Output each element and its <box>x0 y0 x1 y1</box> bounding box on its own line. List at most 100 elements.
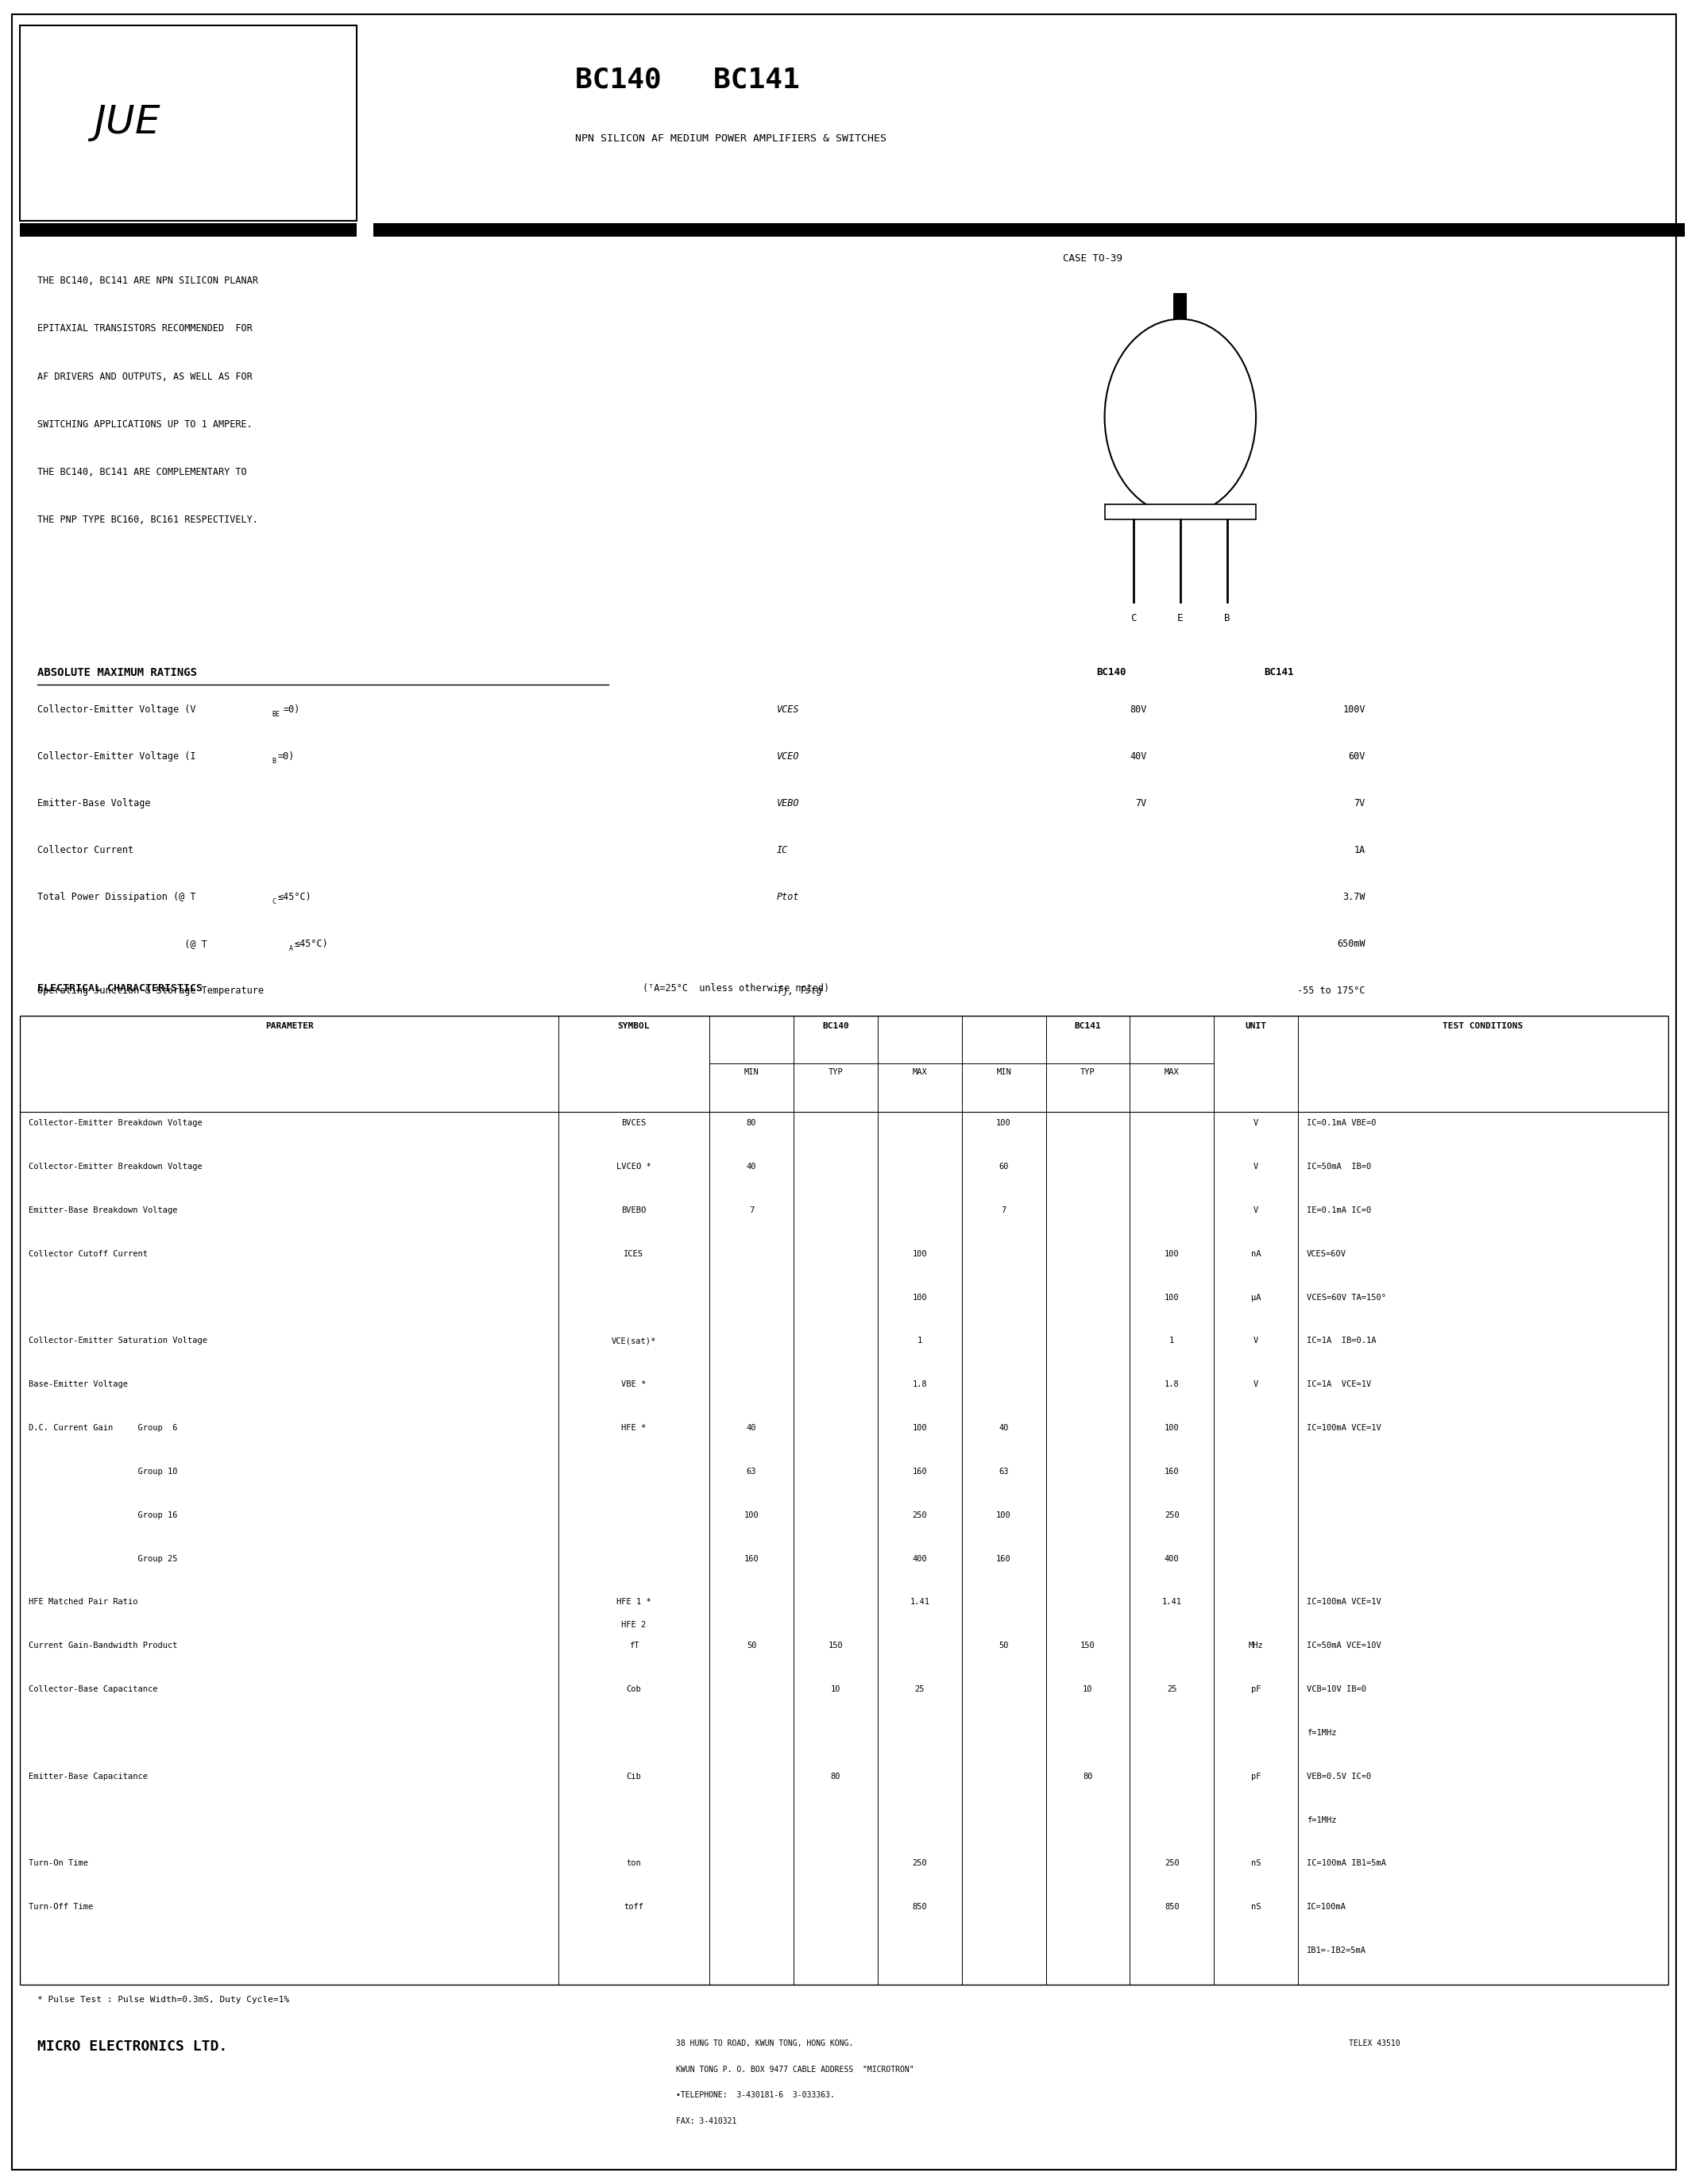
Text: IC: IC <box>776 845 788 856</box>
Text: ABSOLUTE MAXIMUM RATINGS: ABSOLUTE MAXIMUM RATINGS <box>37 668 196 679</box>
Text: 850: 850 <box>1165 1902 1180 1911</box>
Bar <box>1104 505 1256 520</box>
Text: VEB=0.5V IC=0: VEB=0.5V IC=0 <box>1307 1773 1371 1780</box>
Text: Base-Emitter Voltage: Base-Emitter Voltage <box>29 1380 128 1389</box>
Text: BC141: BC141 <box>1264 668 1295 677</box>
Text: nA: nA <box>1251 1249 1261 1258</box>
Text: IE=0.1mA IC=0: IE=0.1mA IC=0 <box>1307 1206 1371 1214</box>
Text: MAX: MAX <box>1165 1068 1180 1077</box>
Text: (@ T: (@ T <box>37 939 206 948</box>
Text: Cib: Cib <box>626 1773 641 1780</box>
Text: C: C <box>1131 614 1136 622</box>
Text: Tj, Tstg: Tj, Tstg <box>776 985 822 996</box>
Text: A: A <box>289 946 294 952</box>
Text: =0): =0) <box>279 751 295 762</box>
Text: 1A: 1A <box>1354 845 1366 856</box>
Bar <box>1173 293 1187 319</box>
Text: pF: pF <box>1251 1686 1261 1693</box>
Text: IC=0.1mA VBE=0: IC=0.1mA VBE=0 <box>1307 1118 1376 1127</box>
Text: VCB=10V IB=0: VCB=10V IB=0 <box>1307 1686 1366 1693</box>
Text: Collector-Emitter Voltage (V: Collector-Emitter Voltage (V <box>37 705 196 714</box>
Text: VEBO: VEBO <box>776 797 800 808</box>
Text: 10: 10 <box>1082 1686 1092 1693</box>
Text: V: V <box>1254 1380 1259 1389</box>
Text: Collector-Emitter Breakdown Voltage: Collector-Emitter Breakdown Voltage <box>29 1162 203 1171</box>
Text: EPITAXIAL TRANSISTORS RECOMMENDED  FOR: EPITAXIAL TRANSISTORS RECOMMENDED FOR <box>37 323 252 334</box>
Text: 60: 60 <box>999 1162 1009 1171</box>
Text: HFE 2: HFE 2 <box>621 1621 647 1629</box>
Text: KWUN TONG P. O. BOX 9477 CABLE ADDRESS  "MICROTRON": KWUN TONG P. O. BOX 9477 CABLE ADDRESS "… <box>675 2066 913 2073</box>
Text: 40: 40 <box>746 1424 756 1433</box>
Text: 50: 50 <box>999 1642 1009 1649</box>
Text: IB1=-IB2=5mA: IB1=-IB2=5mA <box>1307 1946 1366 1955</box>
Text: HFE 1 *: HFE 1 * <box>616 1599 652 1605</box>
Text: BC140: BC140 <box>822 1022 849 1031</box>
Text: μA: μA <box>1251 1293 1261 1302</box>
Text: Total Power Dissipation (@ T: Total Power Dissipation (@ T <box>37 891 196 902</box>
Text: VCE(sat)*: VCE(sat)* <box>611 1337 657 1345</box>
Text: 80V: 80V <box>1129 705 1146 714</box>
Text: E: E <box>1177 614 1183 622</box>
Text: Operating Junction & Storage Temperature: Operating Junction & Storage Temperature <box>37 985 263 996</box>
Text: THE BC140, BC141 ARE NPN SILICON PLANAR: THE BC140, BC141 ARE NPN SILICON PLANAR <box>37 275 258 286</box>
Text: TYP: TYP <box>829 1068 842 1077</box>
Text: Group 16: Group 16 <box>29 1511 177 1520</box>
Text: C: C <box>272 898 277 906</box>
Text: 1.8: 1.8 <box>1165 1380 1180 1389</box>
Text: 63: 63 <box>999 1468 1009 1476</box>
Bar <box>20 223 356 236</box>
Text: 250: 250 <box>912 1859 927 1867</box>
Text: VCES=60V: VCES=60V <box>1307 1249 1345 1258</box>
Text: 250: 250 <box>1165 1859 1180 1867</box>
Bar <box>20 24 356 221</box>
Text: 650mW: 650mW <box>1337 939 1366 948</box>
Text: 100: 100 <box>912 1424 927 1433</box>
Text: Collector-Base Capacitance: Collector-Base Capacitance <box>29 1686 157 1693</box>
Text: fT: fT <box>630 1642 638 1649</box>
Text: VCEO: VCEO <box>776 751 800 762</box>
Text: Collector-Emitter Voltage (I: Collector-Emitter Voltage (I <box>37 751 196 762</box>
Text: 250: 250 <box>912 1511 927 1520</box>
Text: THE PNP TYPE BC160, BC161 RESPECTIVELY.: THE PNP TYPE BC160, BC161 RESPECTIVELY. <box>37 515 258 526</box>
Text: B: B <box>1224 614 1231 622</box>
Text: 100: 100 <box>996 1511 1011 1520</box>
Text: IC=50mA  IB=0: IC=50mA IB=0 <box>1307 1162 1371 1171</box>
Text: VCES: VCES <box>776 705 800 714</box>
Text: 100: 100 <box>1165 1424 1180 1433</box>
Text: 3.7W: 3.7W <box>1342 891 1366 902</box>
Text: TEST CONDITIONS: TEST CONDITIONS <box>1443 1022 1523 1031</box>
Text: IC=50mA VCE=10V: IC=50mA VCE=10V <box>1307 1642 1381 1649</box>
Text: VBE *: VBE * <box>621 1380 647 1389</box>
Text: THE BC140, BC141 ARE COMPLEMENTARY TO: THE BC140, BC141 ARE COMPLEMENTARY TO <box>37 467 246 478</box>
Text: ELECTRICAL CHARACTERISTICS: ELECTRICAL CHARACTERISTICS <box>37 983 203 994</box>
Bar <box>373 223 1685 236</box>
Text: ≤45°C): ≤45°C) <box>279 891 312 902</box>
Text: BVCES: BVCES <box>621 1118 647 1127</box>
Text: 100: 100 <box>1165 1249 1180 1258</box>
Text: (ᵀA=25°C  unless otherwise noted): (ᵀA=25°C unless otherwise noted) <box>641 983 829 994</box>
Text: Group 25: Group 25 <box>29 1555 177 1562</box>
Text: 1.41: 1.41 <box>910 1599 930 1605</box>
Text: PARAMETER: PARAMETER <box>265 1022 314 1031</box>
Text: $\mathit{JUE}$: $\mathit{JUE}$ <box>88 103 162 142</box>
Text: toff: toff <box>625 1902 643 1911</box>
Text: 63: 63 <box>746 1468 756 1476</box>
Text: HFE Matched Pair Ratio: HFE Matched Pair Ratio <box>29 1599 138 1605</box>
Text: 400: 400 <box>1165 1555 1180 1562</box>
Text: AF DRIVERS AND OUTPUTS, AS WELL AS FOR: AF DRIVERS AND OUTPUTS, AS WELL AS FOR <box>37 371 252 382</box>
Text: 80: 80 <box>830 1773 841 1780</box>
Text: 1.41: 1.41 <box>1161 1599 1182 1605</box>
Text: 40: 40 <box>746 1162 756 1171</box>
Text: ≤45°C): ≤45°C) <box>294 939 329 948</box>
Text: IC=100mA: IC=100mA <box>1307 1902 1345 1911</box>
Text: ICES: ICES <box>625 1249 643 1258</box>
Text: 7: 7 <box>749 1206 755 1214</box>
Text: BC140   BC141: BC140 BC141 <box>576 66 800 94</box>
Text: 80: 80 <box>1082 1773 1092 1780</box>
Text: ton: ton <box>626 1859 641 1867</box>
Bar <box>20 1016 1668 1985</box>
Circle shape <box>1104 319 1256 515</box>
Text: Group 10: Group 10 <box>29 1468 177 1476</box>
Text: TELEX 43510: TELEX 43510 <box>1349 2040 1399 2046</box>
Text: 50: 50 <box>746 1642 756 1649</box>
